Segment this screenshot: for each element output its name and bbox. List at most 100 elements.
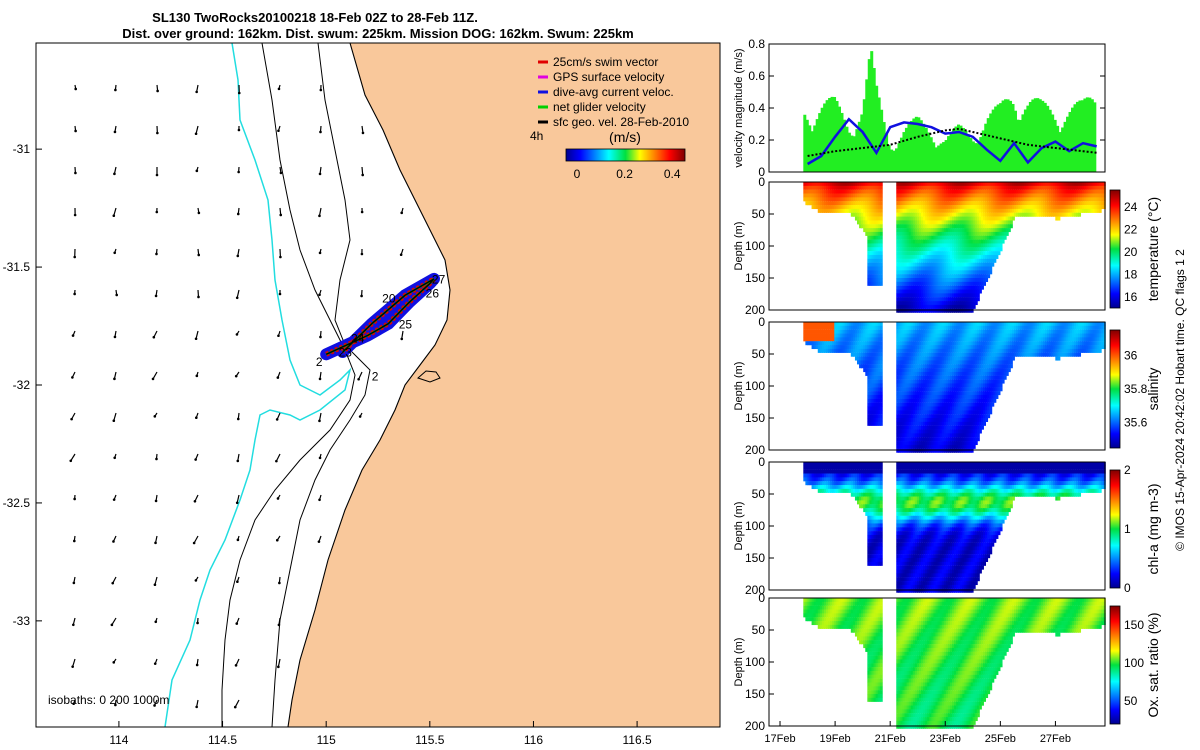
temperature-cell <box>939 212 943 217</box>
salinity-cell <box>945 444 949 449</box>
salinity-cell <box>962 333 966 338</box>
temperature-cell <box>1078 201 1082 206</box>
temperature-cell <box>1096 193 1100 198</box>
temperature-cell <box>923 212 927 217</box>
salinity-cell <box>980 425 984 430</box>
temperature-cell <box>985 239 989 244</box>
salinity-cell <box>923 448 927 453</box>
salinity-cell <box>947 341 951 346</box>
salinity-cell <box>947 379 951 384</box>
temperature-cell <box>931 297 935 302</box>
salinity-cell <box>949 402 953 407</box>
salinity-cell <box>968 345 972 350</box>
salinity-cell <box>916 337 920 342</box>
velocity-vector-head <box>156 89 159 93</box>
salinity-cell <box>877 337 881 342</box>
temperature-cell <box>976 247 980 252</box>
salinity-cell <box>970 406 974 411</box>
temperature-cell <box>929 281 933 286</box>
salinity-cell <box>937 418 941 422</box>
temperature-cell <box>943 212 947 217</box>
temperature-cell <box>1065 197 1069 202</box>
velocity-vector-head <box>318 498 321 502</box>
salinity-cell <box>865 364 869 369</box>
map-colorbar-tick-label: 0.2 <box>616 167 633 181</box>
salinity-cell <box>943 448 947 453</box>
temperature-cell <box>1011 205 1015 210</box>
salinity-cell <box>823 341 827 346</box>
salinity-cell <box>949 398 953 403</box>
temperature-cell <box>941 247 945 252</box>
temperature-cell <box>943 308 947 313</box>
salinity-cell <box>941 425 945 430</box>
temperature-cell <box>989 251 993 256</box>
temperature-cell <box>970 281 974 286</box>
salinity-cell <box>949 414 953 419</box>
salinity-cell <box>933 379 937 384</box>
temperature-cell <box>896 297 900 302</box>
temperature-cell <box>966 251 970 256</box>
salinity-cell <box>840 337 844 342</box>
salinity-cell <box>877 379 881 384</box>
salinity-cell <box>834 325 838 330</box>
salinity-cell <box>906 345 910 350</box>
salinity-cell <box>952 345 956 350</box>
salinity-cell <box>978 371 982 376</box>
salinity-cell <box>879 322 883 326</box>
temperature-cell <box>1024 185 1028 190</box>
temperature-cell <box>910 278 914 282</box>
temperature-cell <box>1005 197 1009 202</box>
salinity-cell <box>964 414 968 419</box>
temperature-cell <box>1092 193 1096 198</box>
salinity-cell <box>937 341 941 346</box>
velocity-vector-head <box>278 581 281 585</box>
salinity-cell <box>871 345 875 350</box>
salinity-cell <box>954 333 958 338</box>
salinity-cell <box>939 433 943 438</box>
temperature-cell <box>972 293 976 298</box>
salinity-cell <box>867 379 871 384</box>
salinity-cell <box>871 414 875 419</box>
salinity-cell <box>945 437 949 442</box>
salinity-cell <box>923 421 927 426</box>
salinity-cell <box>908 383 912 388</box>
salinity-cell <box>823 345 827 350</box>
temperature-cell <box>1057 185 1061 190</box>
temperature-cell <box>937 274 941 279</box>
temperature-cell <box>873 205 877 210</box>
salinity-cell <box>896 348 900 353</box>
temperature-cell <box>869 189 873 194</box>
temperature-cell <box>898 301 902 306</box>
salinity-cell <box>956 433 960 438</box>
salinity-cell <box>916 437 920 442</box>
temperature-cell <box>980 254 984 259</box>
salinity-cell <box>863 325 867 330</box>
salinity-cell <box>960 356 964 361</box>
map-xtick-label: 116.5 <box>623 733 652 747</box>
salinity-cell <box>900 421 904 426</box>
salinity-cell <box>836 333 840 338</box>
temperature-cell <box>914 212 918 217</box>
salinity-cell <box>908 329 912 334</box>
temperature-cell <box>914 185 918 190</box>
velocity-vector-head <box>279 255 282 259</box>
temperature-cell <box>952 212 956 217</box>
salinity-cell <box>826 337 830 342</box>
temperature-cell <box>817 189 821 194</box>
temperature-cell <box>978 281 982 286</box>
temperature-cell <box>923 193 927 198</box>
temperature-cell <box>1018 189 1022 194</box>
temperature-cell <box>999 197 1003 202</box>
temperature-cell <box>970 278 974 282</box>
temperature-cell <box>993 247 997 252</box>
salinity-cell <box>863 333 867 338</box>
velocity-vector-head <box>72 702 75 706</box>
salinity-cell <box>960 387 964 392</box>
salinity-cell <box>879 325 883 330</box>
salinity-cell <box>970 418 974 422</box>
salinity-cell <box>836 341 840 346</box>
temperature-cell <box>1036 208 1040 213</box>
temperature-cell <box>962 189 966 194</box>
salinity-cell <box>989 348 993 353</box>
temperature-cell <box>931 258 935 263</box>
